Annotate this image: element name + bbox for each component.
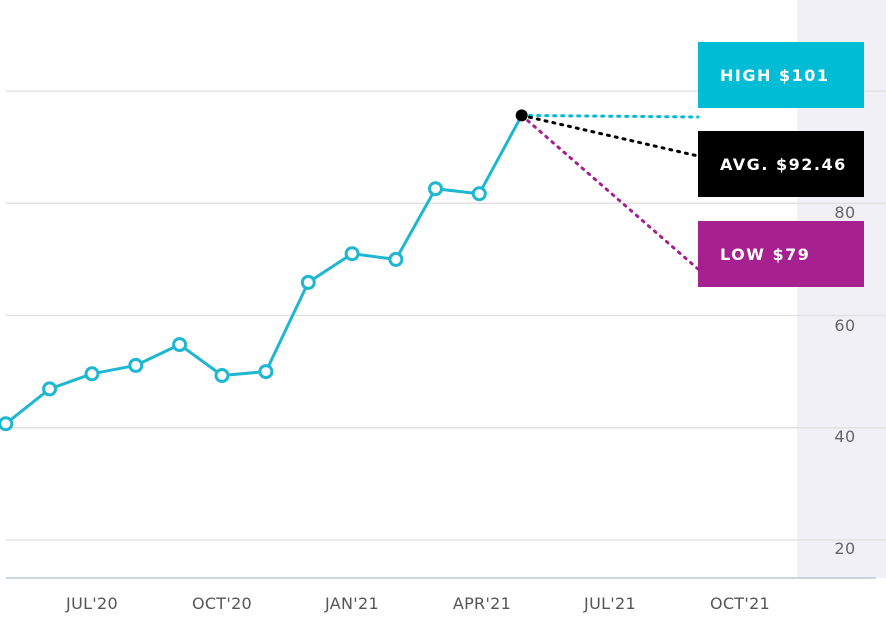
forecast-line-high	[520, 113, 700, 119]
forecast-line-avg	[520, 113, 700, 158]
y-tick-20: 20	[834, 539, 855, 558]
current-price-point	[515, 109, 528, 122]
forecast-badge-high: HIGH $101	[698, 42, 864, 108]
x-tick-3: APR'21	[453, 594, 511, 613]
data-point-3	[128, 357, 144, 373]
y-tick-40: 40	[834, 427, 855, 446]
data-point-9	[388, 251, 404, 267]
forecast-line-low	[520, 113, 700, 271]
forecast-badge-high-label: HIGH $101	[720, 66, 829, 85]
x-tick-5: OCT'21	[710, 594, 770, 613]
x-tick-0: JUL'20	[65, 594, 118, 613]
x-tick-2: JAN'21	[324, 594, 379, 613]
data-point-10	[428, 181, 443, 197]
data-point-8	[344, 246, 360, 262]
data-point-4	[172, 337, 188, 353]
forecast-badge-high-bg	[698, 42, 864, 108]
forecast-badge-avg-bg	[698, 131, 864, 197]
x-tick-4: JUL'21	[583, 594, 636, 613]
data-point-11	[471, 186, 487, 202]
x-tick-1: OCT'20	[192, 594, 252, 613]
data-point-1	[42, 381, 58, 397]
data-point-2	[84, 366, 100, 382]
forecast-badge-avg: AVG. $92.46	[698, 131, 864, 197]
y-tick-60: 60	[834, 316, 855, 335]
data-point-6	[258, 364, 274, 380]
forecast-badge-low-label: LOW $79	[720, 245, 810, 264]
forecast-badge-low: LOW $79	[698, 221, 864, 287]
forecast-badge-low-bg	[698, 221, 864, 287]
data-point-7	[300, 274, 316, 290]
data-point-0	[0, 416, 14, 432]
data-point-5	[214, 368, 230, 383]
forecast-badge-avg-label: AVG. $92.46	[720, 155, 847, 174]
y-tick-80: 80	[834, 203, 855, 222]
